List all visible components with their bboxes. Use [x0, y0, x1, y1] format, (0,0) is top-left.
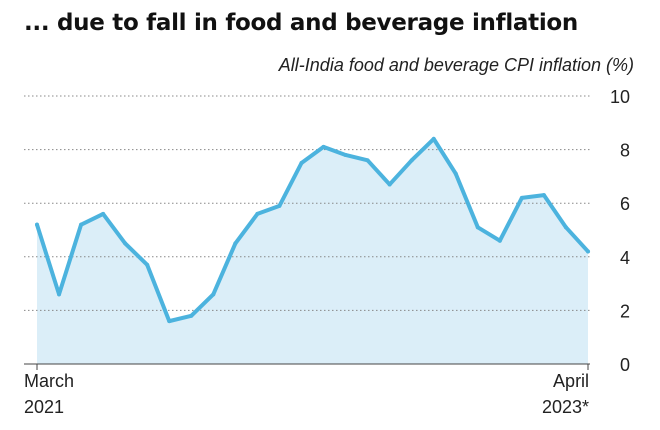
- data-point: [343, 152, 348, 157]
- data-point: [299, 161, 304, 165]
- x-end-month: April: [553, 371, 590, 391]
- data-point: [123, 241, 128, 246]
- data-point: [453, 171, 458, 176]
- data-point: [321, 144, 326, 149]
- data-point: [255, 211, 260, 216]
- x-end-year: 2023*: [542, 397, 590, 417]
- data-point: [35, 222, 39, 227]
- data-point: [233, 241, 238, 246]
- data-point: [57, 292, 62, 297]
- data-point: [365, 158, 370, 163]
- data-point: [211, 292, 216, 297]
- y-tick-label: 10: [610, 87, 630, 107]
- chart-subtitle: All-India food and beverage CPI inflatio…: [278, 55, 634, 75]
- data-point: [101, 211, 106, 216]
- data-point: [475, 225, 480, 230]
- data-point: [563, 225, 568, 230]
- data-point: [409, 158, 414, 163]
- data-point: [145, 262, 150, 267]
- y-tick-label: 4: [620, 248, 630, 268]
- y-tick-label: 2: [620, 301, 630, 321]
- data-point: [586, 249, 590, 254]
- area-fill: [37, 138, 588, 364]
- series-line: [35, 136, 590, 324]
- y-tick-label: 0: [620, 355, 630, 375]
- y-tick-label: 6: [620, 194, 630, 214]
- data-point: [519, 195, 524, 200]
- data-point: [277, 203, 282, 208]
- data-point: [431, 136, 436, 141]
- x-start-month: March: [24, 371, 75, 391]
- data-point: [497, 238, 502, 243]
- data-point: [189, 313, 194, 318]
- data-point: [387, 182, 392, 187]
- x-start-label: March 2021: [24, 368, 74, 420]
- chart-title: ... due to fall in food and beverage inf…: [24, 10, 578, 36]
- y-tick-label: 8: [620, 141, 630, 161]
- data-point: [541, 193, 546, 198]
- data-point: [79, 222, 84, 227]
- x-start-year: 2021: [24, 397, 65, 417]
- x-end-label: April 2023*: [542, 368, 589, 420]
- data-point: [167, 319, 172, 324]
